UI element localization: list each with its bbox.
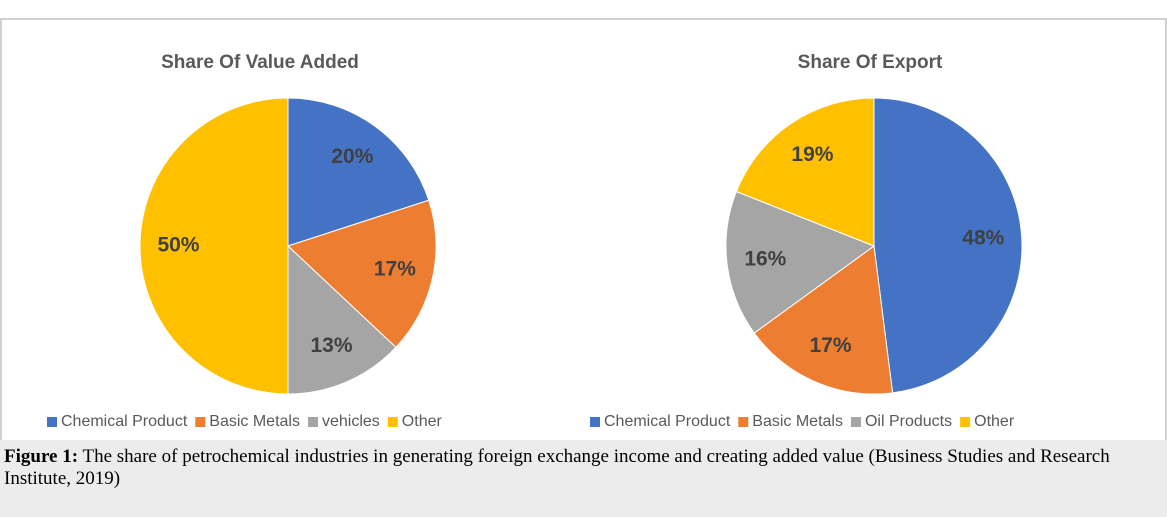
legend-label: vehicles bbox=[322, 413, 380, 430]
chart-title: Share Of Value Added bbox=[161, 52, 359, 73]
caption: Figure 1: The share of petrochemical ind… bbox=[0, 440, 1167, 517]
legend-swatch bbox=[387, 417, 398, 427]
caption-text: The share of petrochemical industries in… bbox=[4, 446, 1110, 489]
slice-label: 17% bbox=[374, 257, 416, 280]
legend-swatch bbox=[47, 417, 57, 427]
pie-slice bbox=[873, 97, 1023, 394]
legend-label: Chemical Product bbox=[604, 413, 731, 430]
slice-label: 20% bbox=[331, 145, 373, 168]
slice-label: 16% bbox=[744, 247, 786, 270]
pie-slice bbox=[287, 199, 437, 349]
pie-slice bbox=[287, 97, 430, 247]
pie-slice bbox=[753, 245, 894, 395]
pie-slice bbox=[139, 97, 289, 395]
legend-swatch bbox=[850, 417, 861, 427]
pie-slice bbox=[735, 97, 875, 247]
legend-swatch bbox=[307, 417, 318, 427]
pie-slice bbox=[725, 190, 876, 334]
legend-label: Basic Metals bbox=[752, 413, 843, 430]
chart-title: Share Of Export bbox=[798, 52, 943, 73]
legend-label: Other bbox=[974, 413, 1015, 430]
slice-label: 48% bbox=[962, 227, 1004, 250]
legend-swatch bbox=[590, 417, 600, 427]
charts: Share Of Value Added 20% 17% 13% 50% Chemical… bbox=[47, 52, 1023, 430]
legend-label: Chemical Product bbox=[61, 413, 188, 430]
legend-label: Oil Products bbox=[865, 413, 952, 430]
slice-label: 17% bbox=[809, 334, 851, 357]
legend-swatch bbox=[195, 417, 206, 427]
legend-label: Other bbox=[402, 413, 443, 430]
legend-swatch bbox=[960, 417, 971, 427]
slice-label: 50% bbox=[157, 234, 199, 257]
slice-label: 13% bbox=[310, 334, 352, 357]
legend-swatch bbox=[738, 417, 749, 427]
pie-slice bbox=[287, 244, 397, 395]
legend-label: Basic Metals bbox=[209, 413, 300, 430]
caption-label: Figure 1: bbox=[4, 446, 79, 467]
slice-label: 19% bbox=[791, 143, 833, 166]
